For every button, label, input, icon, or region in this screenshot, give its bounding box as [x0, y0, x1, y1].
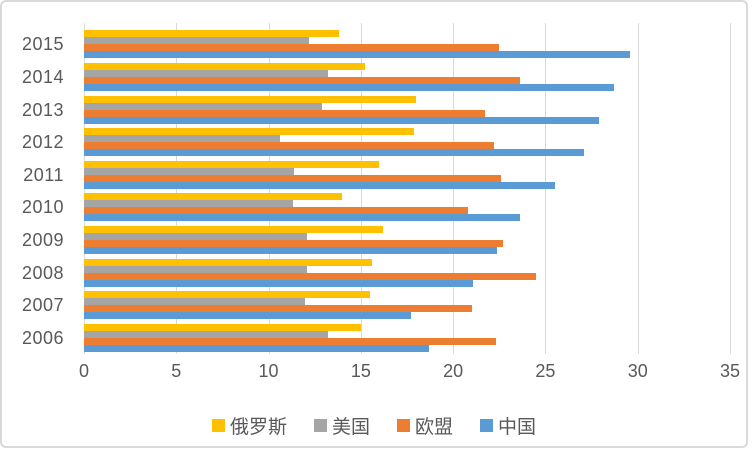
bar-2007-中国: [84, 312, 411, 320]
bar-2011-美国: [84, 167, 295, 175]
y-axis-label-2013: 2013: [21, 99, 64, 120]
x-axis-label-10: 10: [258, 361, 279, 381]
bar-2006-美国: [84, 330, 328, 338]
legend-label-美国: 美国: [331, 416, 370, 438]
legend-item-俄罗斯: 俄罗斯: [211, 412, 287, 439]
bar-2015-美国: [84, 37, 310, 45]
plot-area: [84, 23, 731, 354]
bar-2013-欧盟: [84, 109, 485, 117]
bar-2008-美国: [84, 265, 308, 273]
bar-2008-欧盟: [84, 272, 537, 280]
y-axis-label-2011: 2011: [23, 164, 64, 185]
bar-2014-中国: [84, 83, 614, 91]
legend-label-俄罗斯: 俄罗斯: [229, 416, 287, 438]
bar-2010-中国: [84, 214, 520, 222]
bar-2008-俄罗斯: [84, 258, 372, 266]
y-axis-label-2006: 2006: [21, 327, 64, 348]
bar-2009-中国: [84, 246, 498, 254]
y-axis-label-2009: 2009: [21, 229, 64, 250]
x-axis-label-20: 20: [443, 361, 464, 381]
bar-2012-美国: [84, 135, 280, 143]
gridline-x-30: [637, 23, 639, 354]
x-axis-label-15: 15: [350, 361, 371, 381]
legend-swatch-俄罗斯: [211, 418, 225, 432]
bar-2012-俄罗斯: [84, 128, 415, 136]
bar-2007-俄罗斯: [84, 291, 371, 299]
y-axis-label-2008: 2008: [21, 262, 64, 283]
bar-2008-中国: [84, 279, 474, 287]
bar-2006-俄罗斯: [84, 323, 361, 331]
bar-2012-中国: [84, 149, 585, 157]
legend-swatch-中国: [480, 418, 494, 432]
bar-2015-中国: [84, 51, 631, 59]
x-axis-label-25: 25: [535, 361, 556, 381]
bar-2011-中国: [84, 181, 555, 189]
bar-2014-欧盟: [84, 76, 520, 84]
y-axis-label-2010: 2010: [21, 197, 64, 218]
bar-2006-中国: [84, 344, 430, 352]
legend-label-中国: 中国: [498, 416, 537, 438]
bar-2010-欧盟: [84, 207, 468, 215]
y-axis-label-2015: 2015: [21, 34, 64, 55]
bar-2011-欧盟: [84, 174, 502, 182]
bar-2010-俄罗斯: [84, 193, 343, 201]
y-axis-label-2014: 2014: [21, 66, 64, 87]
bar-2015-欧盟: [84, 44, 500, 52]
gridline-x-35: [730, 23, 731, 354]
bar-2007-欧盟: [84, 305, 472, 313]
y-axis-label-2007: 2007: [21, 295, 64, 316]
x-axis-label-30: 30: [627, 361, 648, 381]
bar-2013-中国: [84, 116, 599, 124]
x-axis-label-35: 35: [719, 361, 741, 381]
legend-item-美国: 美国: [313, 412, 370, 439]
legend-item-中国: 中国: [480, 412, 536, 439]
legend: 俄罗斯 美国 欧盟 中国: [2, 408, 746, 442]
bar-2014-美国: [84, 69, 328, 77]
bar-2006-欧盟: [84, 337, 496, 345]
legend-item-欧盟: 欧盟: [397, 412, 453, 439]
legend-swatch-欧盟: [397, 418, 410, 432]
bar-2015-俄罗斯: [84, 30, 339, 38]
x-axis-label-5: 5: [171, 361, 182, 381]
bars-layer: [84, 28, 730, 354]
bar-2011-俄罗斯: [84, 160, 380, 168]
bar-2012-欧盟: [84, 142, 494, 150]
bar-2014-俄罗斯: [84, 62, 365, 70]
bar-2007-美国: [84, 298, 306, 306]
legend-swatch-美国: [313, 418, 327, 432]
bar-2009-欧盟: [84, 239, 503, 247]
bar-2009-美国: [84, 232, 308, 240]
bar-2013-美国: [84, 102, 323, 110]
bar-2013-俄罗斯: [84, 95, 417, 103]
y-axis-label-2012: 2012: [21, 132, 64, 153]
legend-label-欧盟: 欧盟: [415, 416, 454, 438]
bar-2009-俄罗斯: [84, 225, 383, 233]
x-axis-label-0: 0: [78, 361, 89, 381]
bar-2010-美国: [84, 200, 293, 208]
